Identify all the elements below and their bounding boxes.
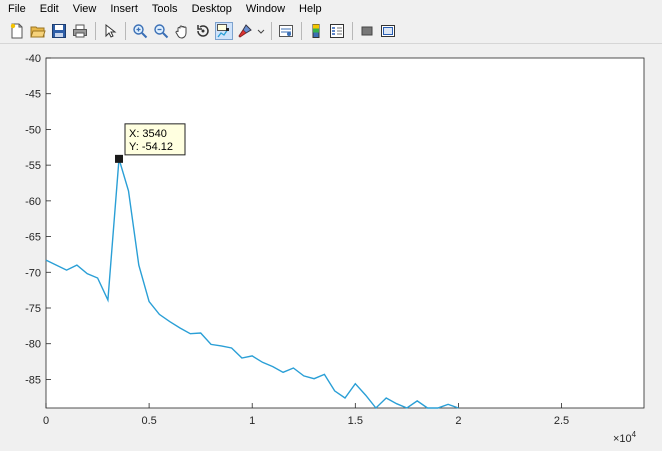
axes-box	[45, 57, 645, 409]
new-figure-icon[interactable]	[8, 22, 26, 40]
datatip-x-text: X: 3540	[129, 128, 167, 140]
menu-help[interactable]: Help	[299, 3, 322, 15]
x-tick-label: 0	[43, 415, 49, 427]
open-folder-icon[interactable]	[29, 22, 47, 40]
menu-view[interactable]: View	[72, 3, 97, 15]
toolbar-separator	[271, 21, 272, 40]
legend-icon[interactable]	[328, 22, 346, 40]
x-tick-label: 1.5	[348, 415, 363, 427]
toolbar-separator	[352, 21, 353, 40]
data-cursor-icon[interactable]	[215, 21, 233, 40]
brush-icon[interactable]	[236, 22, 254, 40]
x-tick-label: 2.5	[554, 415, 569, 427]
pointer-icon[interactable]	[101, 22, 119, 40]
zoom-in-icon[interactable]	[131, 22, 149, 40]
hide-plot-tools-icon[interactable]	[358, 22, 376, 40]
menu-insert[interactable]: Insert	[110, 3, 138, 15]
pan-hand-icon[interactable]	[173, 22, 191, 40]
y-tick-label: -85	[25, 374, 41, 386]
menu-tools[interactable]: Tools	[151, 3, 178, 15]
y-axis: -40 -45 -50 -55 -60 -65 -70 -75 -80 -85	[25, 53, 51, 386]
y-tick-label: -60	[25, 196, 41, 208]
menu-file[interactable]: File	[8, 3, 26, 15]
menu-edit[interactable]: Edit	[39, 3, 59, 15]
series-line	[45, 158, 459, 410]
figure-toolbar	[0, 18, 662, 44]
figure-area: -40 -45 -50 -55 -60 -65 -70 -75 -80 -85 0 0.5 1 1.5 2…	[0, 45, 662, 451]
y-tick-label: -80	[25, 339, 41, 351]
colorbar-icon[interactable]	[307, 22, 325, 40]
y-tick-label: -45	[25, 89, 41, 101]
show-plot-tools-icon[interactable]	[379, 22, 397, 40]
datatip-box[interactable]	[124, 123, 186, 156]
y-tick-label: -75	[25, 303, 41, 315]
x-tick-label: 2	[455, 415, 461, 427]
x-axis: 0 0.5 1 1.5 2 2.5	[43, 403, 569, 427]
menu-desktop[interactable]: Desktop	[191, 3, 232, 15]
chevron-down-icon[interactable]	[257, 22, 265, 40]
y-tick-label: -55	[25, 160, 41, 172]
y-tick-label: -70	[25, 267, 41, 279]
toolbar-separator	[125, 21, 126, 40]
print-icon[interactable]	[71, 22, 89, 40]
menu-window[interactable]: Window	[245, 3, 286, 15]
menu-bar: File Edit View Insert Tools Desktop Wind…	[0, 0, 662, 18]
save-icon[interactable]	[50, 22, 68, 40]
datatip[interactable]: X: 3540 Y: -54.12	[114, 123, 186, 163]
y-tick-label: -40	[25, 53, 41, 65]
y-tick-label: -65	[25, 232, 41, 244]
link-plot-icon[interactable]	[277, 22, 295, 40]
line-plot[interactable]: -40 -45 -50 -55 -60 -65 -70 -75 -80 -85 0 0.5 1 1.5 2…	[0, 45, 662, 451]
zoom-out-icon[interactable]	[152, 22, 170, 40]
toolbar-separator	[301, 21, 302, 40]
x-tick-label: 1	[249, 415, 255, 427]
x-tick-label: 0.5	[141, 415, 156, 427]
rotate-3d-icon[interactable]	[194, 22, 212, 40]
datatip-marker[interactable]	[114, 154, 123, 163]
toolbar-separator	[95, 21, 96, 40]
x-exponent-label: ×104	[613, 430, 637, 445]
datatip-y-text: Y: -54.12	[129, 141, 173, 153]
y-tick-label: -50	[25, 124, 41, 136]
